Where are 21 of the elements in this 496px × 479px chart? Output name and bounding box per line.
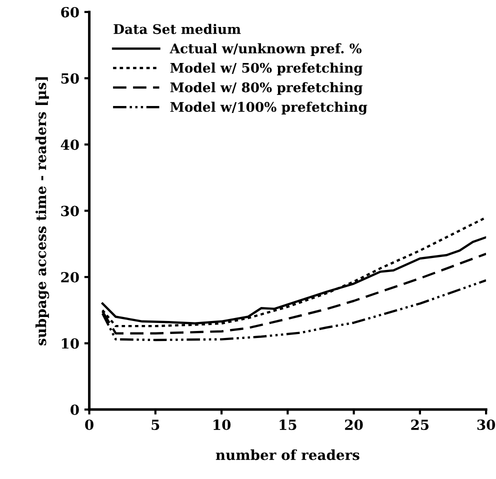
x-tick-label: 0 [85,420,94,430]
x-tick-label: 15 [280,420,296,430]
legend-label: Model w/ 50% prefetching [170,62,363,76]
y-tick-label: 60 [61,6,79,18]
y-axis-title: subpage access time - readers [μs] [35,77,50,346]
x-tick-label: 30 [477,420,496,430]
x-tick-label: 20 [345,420,363,430]
legend-label: Model w/ 80% prefetching [170,82,363,96]
legend-title: Data Set medium [114,24,241,34]
y-tick-label: 20 [61,272,79,282]
y-tick-label: 0 [70,404,79,416]
y-tick-label: 50 [61,73,79,84]
x-tick-label: 5 [152,420,160,430]
legend-label: Actual w/unknown pref. % [170,43,362,56]
y-tick-label: 40 [60,139,79,150]
y-tick-label: 30 [61,206,79,216]
x-tick-label: 25 [411,420,429,430]
x-axis-title: number of readers [216,449,360,460]
x-tick-label: 10 [214,420,231,430]
legend-label: Model w/100% prefetching [170,102,368,115]
y-tick-label: 10 [62,338,79,349]
